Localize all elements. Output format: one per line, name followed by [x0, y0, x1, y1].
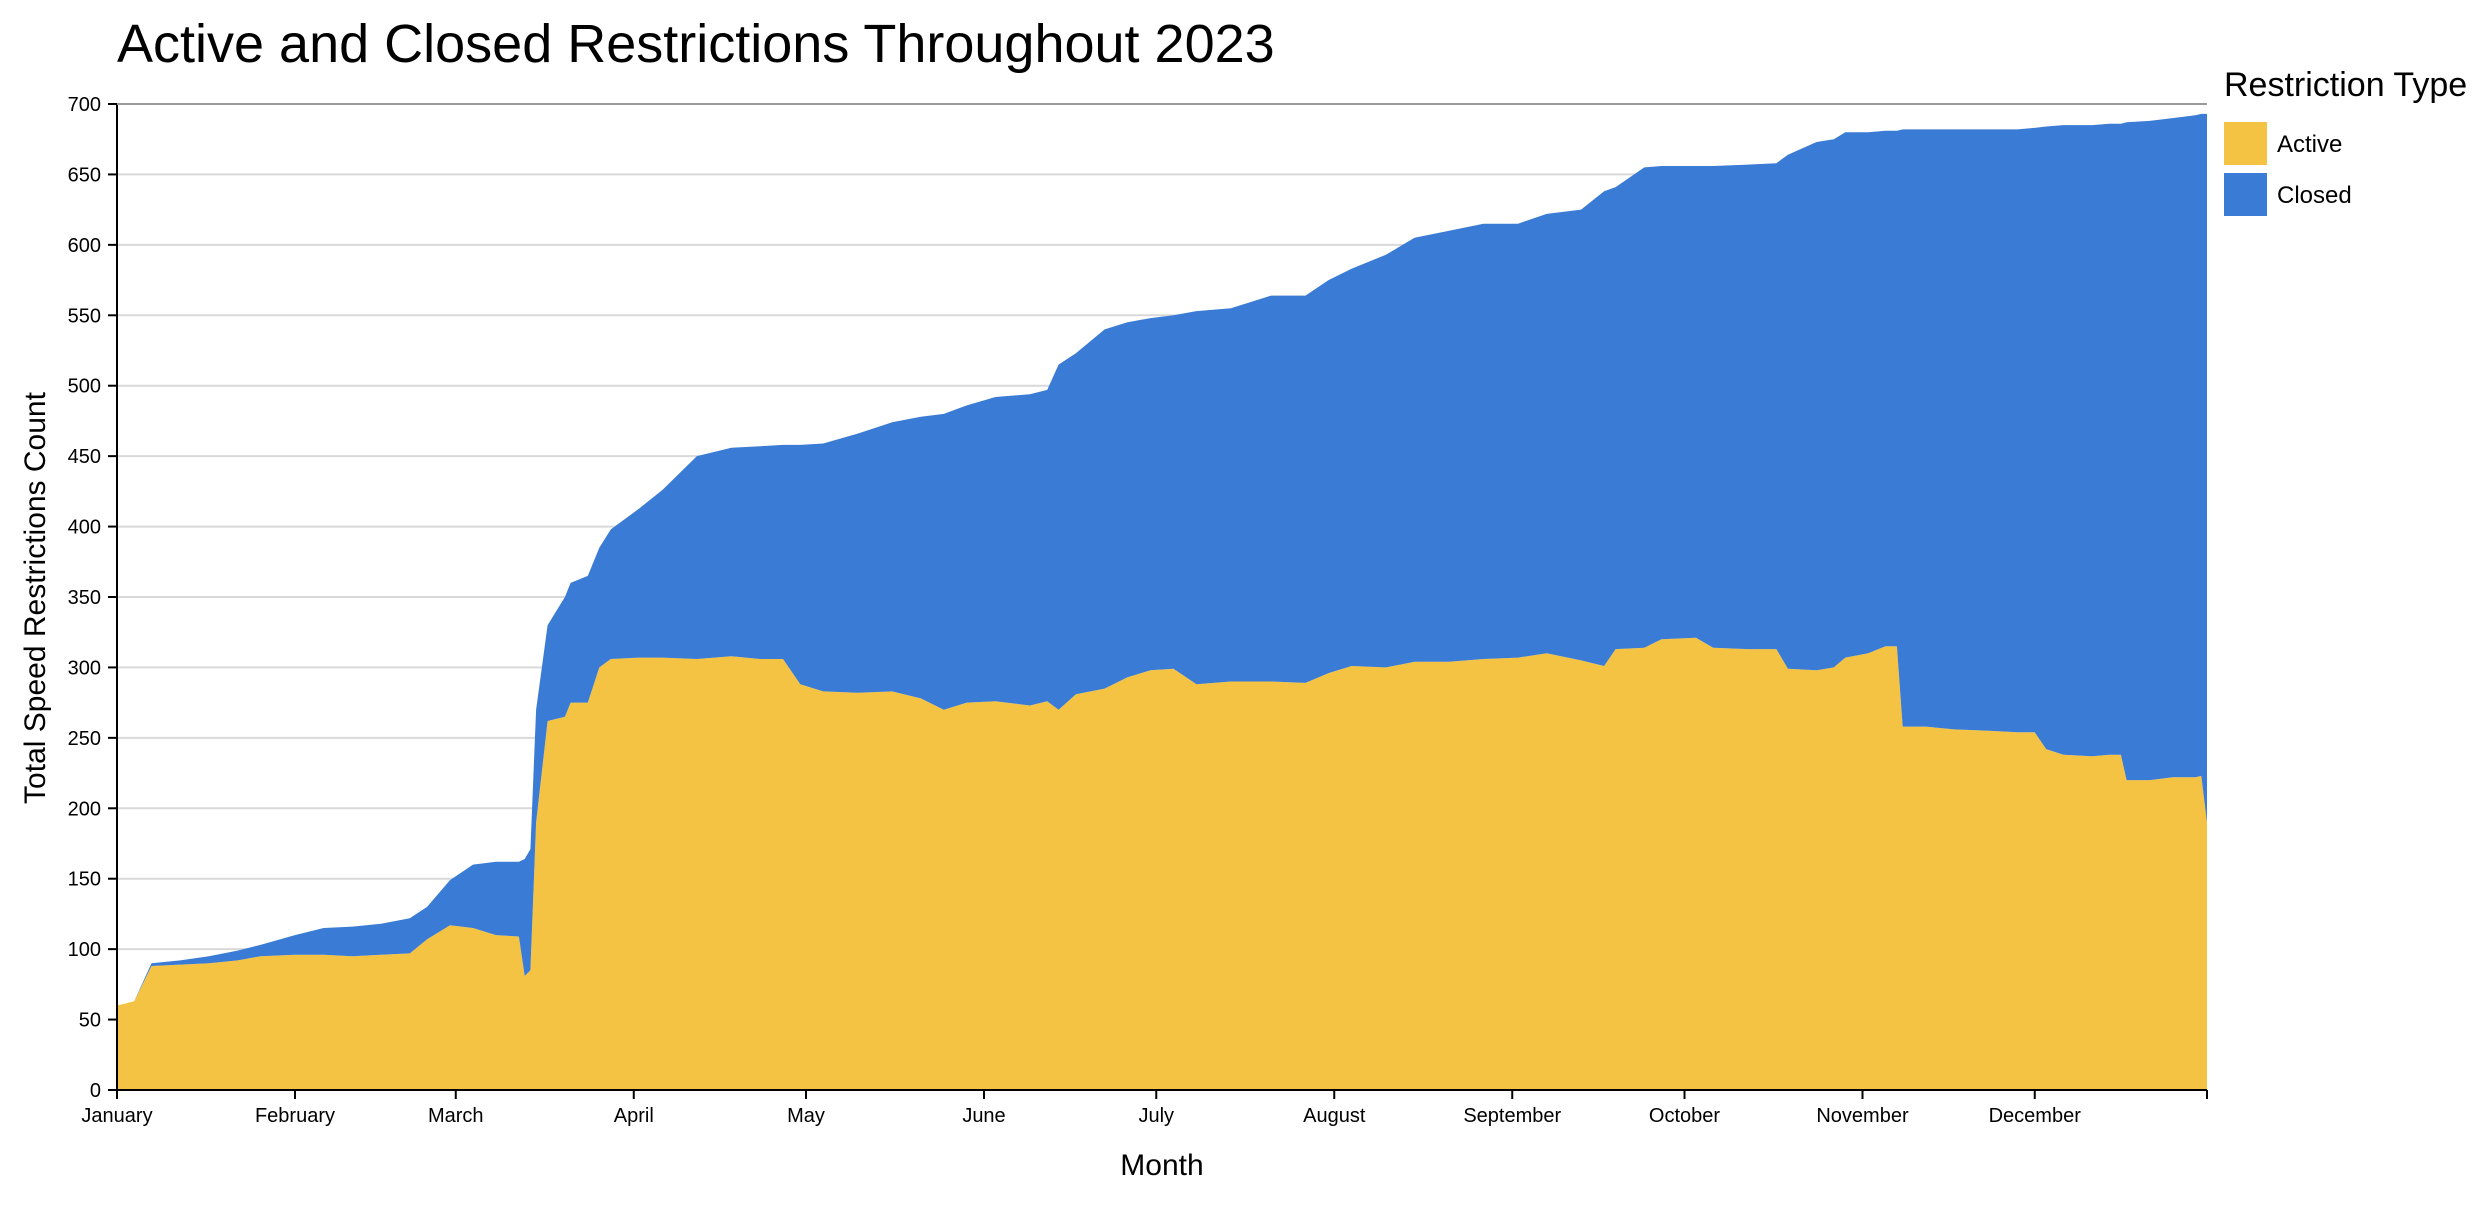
y-tick-label: 100: [68, 939, 101, 961]
y-tick-label: 150: [68, 869, 101, 891]
x-tick-label: July: [1138, 1105, 1174, 1127]
x-tick-label: October: [1649, 1105, 1720, 1127]
y-tick-label: 200: [68, 798, 101, 820]
legend-swatch-active: [2224, 122, 2267, 165]
y-tick-label: 650: [68, 164, 101, 186]
area-active: [117, 637, 2207, 1090]
legend-label-active: Active: [2277, 131, 2342, 158]
x-tick-label: September: [1463, 1105, 1561, 1127]
y-axis-label: Total Speed Restrictions Count: [19, 391, 52, 804]
y-tick-label: 400: [68, 517, 101, 539]
y-tick-label: 450: [68, 446, 101, 468]
axes: 0 50 100 150 200 250 300 350 400 450 500 550 600 650 7…: [68, 94, 2208, 1127]
legend-swatch-closed: [2224, 173, 2267, 216]
x-tick-label: February: [255, 1105, 335, 1127]
chart-title: Active and Closed Restrictions Throughou…: [117, 14, 1275, 74]
x-tick-label: January: [81, 1105, 152, 1127]
x-axis-label: Month: [1120, 1149, 1203, 1182]
x-tick-label: November: [1816, 1105, 1909, 1127]
legend-title: Restriction Type: [2224, 66, 2467, 104]
y-tick-label: 600: [68, 235, 101, 257]
legend-label-closed: Closed: [2277, 182, 2352, 209]
y-tick-label: 350: [68, 587, 101, 609]
area-closed: [117, 113, 2207, 1006]
y-tick-label: 300: [68, 657, 101, 679]
x-tick-label: June: [962, 1105, 1005, 1127]
x-tick-label: May: [787, 1105, 825, 1127]
y-tick-label: 250: [68, 728, 101, 750]
legend: Restriction Type Active Closed: [2224, 66, 2467, 216]
y-tick-label: 550: [68, 305, 101, 327]
y-tick-label: 500: [68, 376, 101, 398]
x-tick-label: December: [1989, 1105, 2082, 1127]
x-tick-label: August: [1303, 1105, 1366, 1127]
y-tick-label: 700: [68, 94, 101, 116]
y-tick-label: 0: [90, 1080, 101, 1102]
y-tick-label: 50: [79, 1010, 101, 1032]
x-tick-label: March: [428, 1105, 484, 1127]
x-tick-label: April: [614, 1105, 654, 1127]
stacked-areas: [117, 113, 2207, 1090]
